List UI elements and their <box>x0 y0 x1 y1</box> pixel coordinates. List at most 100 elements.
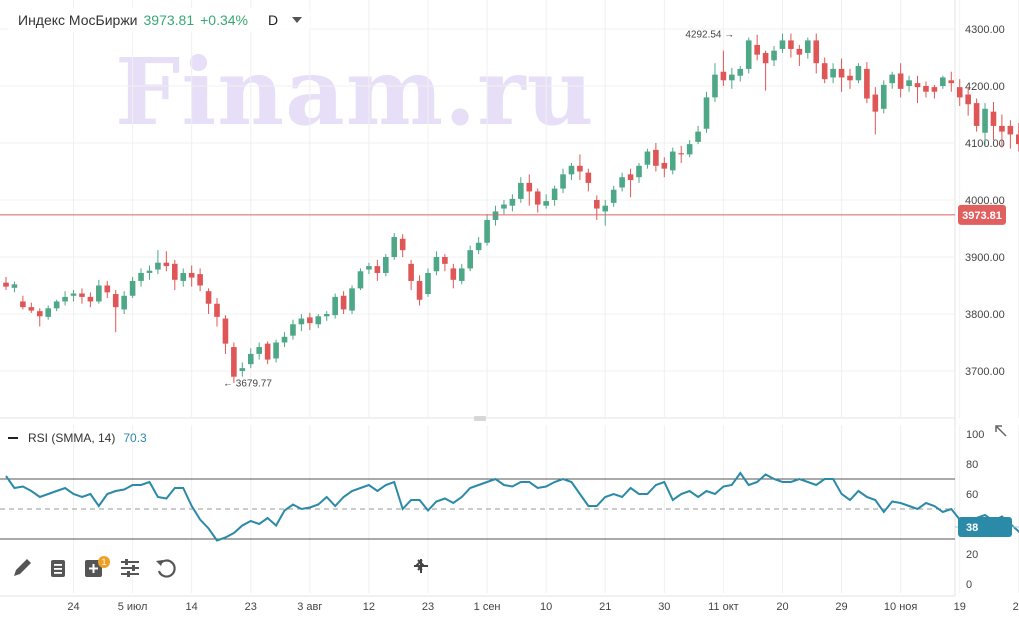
indicator-count-badge: 1 <box>98 556 110 568</box>
candle-body <box>872 94 879 112</box>
zoom-out-button[interactable] <box>414 557 476 585</box>
candle-body <box>1016 134 1019 145</box>
x-tick-label: 24 <box>67 601 79 613</box>
candle-body <box>644 151 651 165</box>
candle-body <box>678 153 684 155</box>
candle-body <box>906 80 912 86</box>
rsi-tick-label: 0 <box>966 579 972 591</box>
candle-body <box>383 257 389 273</box>
candle-body <box>762 52 769 64</box>
add-indicator-button[interactable]: 1 <box>82 556 110 586</box>
candle-body <box>214 303 220 317</box>
candle-body <box>323 314 330 317</box>
x-tick-label: 1 сен <box>474 601 501 613</box>
x-tick-label: 21 <box>599 601 611 613</box>
candle-body <box>121 295 127 310</box>
rsi-value: 70.3 <box>123 431 147 445</box>
chevron-down-icon[interactable] <box>292 17 303 23</box>
candle-body <box>990 111 997 126</box>
collapse-dash-icon[interactable] <box>8 437 18 439</box>
candle-body <box>450 268 457 280</box>
chevron-right-icon <box>417 559 425 571</box>
candle-body <box>577 165 583 172</box>
candle-body <box>965 94 971 105</box>
high-annotation: 4292.54 → <box>685 29 734 40</box>
candle-body <box>239 368 246 371</box>
candle-body <box>560 174 566 189</box>
rsi-current-label: 38 <box>966 522 978 534</box>
candle-body <box>256 347 262 354</box>
candle-body <box>627 174 634 181</box>
last-price: 3973.81 <box>143 12 195 28</box>
candle-body <box>433 257 440 272</box>
candle-body <box>813 40 820 64</box>
candle-body <box>3 282 9 287</box>
candle-body <box>247 353 254 365</box>
collapse-pane-icon[interactable] <box>993 423 1009 439</box>
candle-body <box>897 73 904 89</box>
candle-body <box>205 291 212 304</box>
candle-body <box>923 86 929 92</box>
drawing-toolbar: 1 <box>10 556 180 586</box>
candle-body <box>20 301 26 308</box>
candle-body <box>661 162 668 169</box>
candle-body <box>1007 125 1014 135</box>
candle-body <box>771 50 777 61</box>
candle-body <box>754 44 760 55</box>
candle-body <box>332 296 338 316</box>
candle-body <box>163 262 170 267</box>
settings-button[interactable] <box>118 556 144 586</box>
zoom-in-button[interactable] <box>414 557 512 585</box>
price-tick-label: 3900.00 <box>965 252 1005 264</box>
add-indicator-icon <box>85 560 102 577</box>
candle-body <box>973 103 980 126</box>
candle-body <box>686 144 693 155</box>
candle-body <box>855 66 862 81</box>
candle-body <box>290 324 296 336</box>
candle-body <box>188 272 195 278</box>
x-tick-label: 23 <box>422 601 434 613</box>
symbol-name: Индекс МосБиржи <box>18 12 138 28</box>
candle-body <box>408 263 414 281</box>
candle-body <box>619 177 625 188</box>
rsi-legend: RSI (SMMA, 14) 70.3 <box>8 431 147 445</box>
candle-body <box>172 263 178 280</box>
candle-body <box>492 211 499 220</box>
candle-body <box>281 336 288 343</box>
finam-watermark: Finam.ru <box>115 38 595 146</box>
sliders-icon <box>121 559 139 577</box>
pencil-button[interactable] <box>10 556 36 586</box>
candle-body <box>830 68 836 78</box>
price-tick-label: 4300.00 <box>965 24 1005 36</box>
candle-body <box>788 40 794 49</box>
candle-body <box>653 149 659 166</box>
candle-body <box>729 74 735 81</box>
scroll-right-button[interactable] <box>417 557 548 585</box>
candle-body <box>999 125 1005 132</box>
candle-body <box>712 74 718 98</box>
candle-body <box>805 40 811 53</box>
candle-body <box>703 97 710 129</box>
candle-body <box>509 198 516 206</box>
candle-body <box>847 75 853 81</box>
candle-body <box>458 268 465 281</box>
reset-button[interactable] <box>154 556 180 586</box>
templates-button[interactable] <box>46 556 72 586</box>
candle-body <box>391 237 398 257</box>
rsi-line <box>5 471 1019 542</box>
period-selector[interactable]: D <box>268 12 279 28</box>
candle-body <box>880 84 887 109</box>
price-tick-label: 3700.00 <box>965 366 1005 378</box>
price-tick-label: 4200.00 <box>965 81 1005 93</box>
candle-body <box>931 87 938 92</box>
price-legend: Индекс МосБиржи 3973.81 +0.34% D <box>8 8 311 32</box>
candle-body <box>315 316 322 325</box>
candle-body <box>585 172 592 183</box>
candle-body <box>914 83 921 88</box>
candle-body <box>568 165 575 175</box>
candle-body <box>475 242 482 251</box>
candle-body <box>551 188 558 200</box>
candle-body <box>231 347 237 377</box>
x-tick-label: 5 июл <box>118 601 148 613</box>
